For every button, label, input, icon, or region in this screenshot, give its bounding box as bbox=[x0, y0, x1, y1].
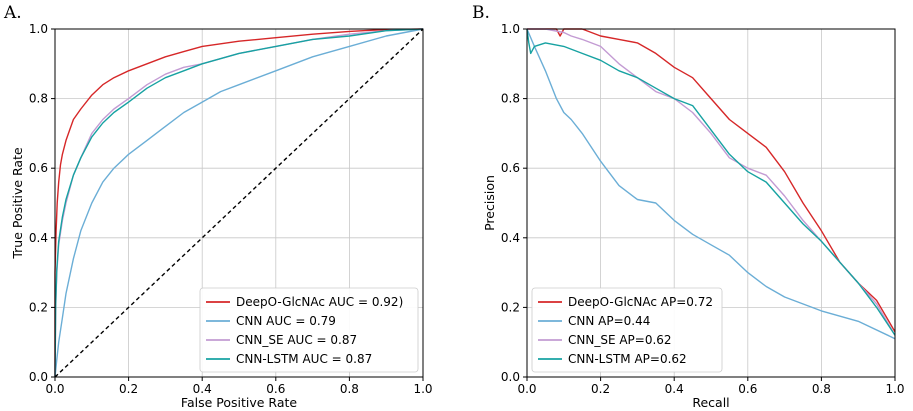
pr-y-tick-label: 1.0 bbox=[501, 22, 520, 36]
panel-label-a: A. bbox=[3, 3, 22, 23]
pr-series-line-cnn-lstm bbox=[526, 28, 896, 336]
roc-x-tick-label: 0.2 bbox=[119, 382, 138, 396]
pr-x-tick-label: 0.2 bbox=[591, 382, 610, 396]
pr-legend-label-cnn-se: CNN_SE AP=0.62 bbox=[568, 333, 672, 347]
pr-legend-box bbox=[531, 287, 723, 373]
roc-legend-box bbox=[199, 287, 419, 373]
pr-legend-label-deepo-glcnac: DeepO-GlcNAc AP=0.72 bbox=[568, 295, 713, 309]
roc-series-line-deepo-glcnac bbox=[54, 28, 424, 377]
roc-y-tick-label: 0.8 bbox=[29, 92, 48, 106]
roc-legend: DeepO-GlcNAc AUC = 0.92) CNN AUC = 0.79 CN… bbox=[199, 287, 419, 373]
roc-y-tick-label: 0.6 bbox=[29, 161, 48, 175]
pr-x-tick-label: 1.0 bbox=[885, 382, 904, 396]
roc-y-tick-label: 0.2 bbox=[29, 300, 48, 314]
pr-y-tick-label: 0.2 bbox=[501, 300, 520, 314]
roc-legend-label-cnn: CNN AUC = 0.79 bbox=[236, 314, 336, 328]
roc-x-tick-label: 0.4 bbox=[193, 382, 212, 396]
roc-chart: A. 0.0 0.2 0.4 0.6 0.8 1.00.00.20.40.60.81.0 … bbox=[3, 3, 433, 410]
pr-x-axis-label: Recall bbox=[692, 395, 729, 410]
pr-ticks: 0.0 0.2 0.4 0.6 0.8 1.0 0.0 0.2 0.4 0.6 0.8 1.0 bbox=[501, 22, 905, 396]
roc-x-axis-label: False Positive Rate bbox=[181, 395, 297, 410]
pr-legend-label-cnn-lstm: CNN-LSTM AP=0.62 bbox=[568, 352, 687, 366]
pr-x-tick-label: 0.8 bbox=[812, 382, 831, 396]
pr-legend-label-cnn: CNN AP=0.44 bbox=[568, 314, 650, 328]
pr-x-tick-label: 0.4 bbox=[665, 382, 684, 396]
roc-y-tick-label: 0.0 bbox=[29, 370, 48, 384]
roc-ticks: 0.0 0.2 0.4 0.6 0.8 1.0 0.0 0.2 0.4 0.6 0.8 1.0 bbox=[29, 22, 433, 396]
roc-x-tick-label: 0.0 bbox=[45, 382, 64, 396]
roc-y-axis-label: True Positive Rate bbox=[10, 147, 25, 260]
roc-x-tick-label: 0.6 bbox=[266, 382, 285, 396]
roc-y-tick-label: 0.4 bbox=[29, 231, 48, 245]
roc-series-line-cnn bbox=[54, 28, 424, 378]
pr-y-tick-label: 0.4 bbox=[501, 231, 520, 245]
pr-series-line-cnn bbox=[526, 28, 896, 340]
roc-x-tick-label: 1.0 bbox=[413, 382, 432, 396]
pr-y-tick-label: 0.0 bbox=[501, 370, 520, 384]
pr-x-tick-label: 0.6 bbox=[738, 382, 757, 396]
roc-y-tick-label: 1.0 bbox=[29, 22, 48, 36]
pr-legend: DeepO-GlcNAc AP=0.72 CNN AP=0.44 CNN_SE AP… bbox=[531, 287, 723, 373]
roc-series-line-cnn-lstm bbox=[54, 28, 424, 378]
panel-label-b: B. bbox=[472, 3, 490, 23]
pr-y-axis-label: Precision bbox=[482, 175, 497, 231]
roc-legend-label-deepo-glcnac: DeepO-GlcNAc AUC = 0.92) bbox=[236, 295, 403, 309]
pr-series bbox=[526, 28, 896, 340]
pr-y-tick-label: 0.6 bbox=[501, 161, 520, 175]
roc-plot-frame bbox=[54, 28, 424, 378]
pr-series-line-deepo-glcnac bbox=[527, 28, 896, 333]
roc-legend-label-cnn-lstm: CNN-LSTM AUC = 0.87 bbox=[236, 352, 372, 366]
pr-plot-frame bbox=[526, 28, 896, 378]
pr-y-tick-label: 0.8 bbox=[501, 92, 520, 106]
pr-chart: B. 0.0 0.2 0.4 0.6 0.8 1.00.00.20.40.60.81.0 … bbox=[472, 3, 905, 410]
roc-series-line-chance bbox=[54, 28, 424, 378]
roc-series bbox=[54, 28, 424, 378]
roc-x-tick-label: 0.8 bbox=[340, 382, 359, 396]
pr-x-tick-label: 0.0 bbox=[517, 382, 536, 396]
roc-legend-label-cnn-se: CNN_SE AUC = 0.87 bbox=[236, 333, 357, 347]
